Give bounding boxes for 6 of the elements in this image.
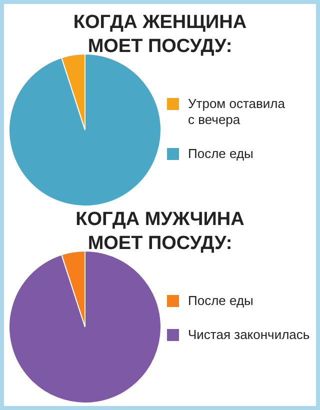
legend-label: После еды <box>188 293 254 308</box>
legend-label: Чистая закончилась <box>188 327 310 342</box>
legend-label: Утром оставила с вечера <box>188 96 286 127</box>
chart-title: КОГДА МУЖЧИНА МОЕТ ПОСУДУ: <box>76 209 245 254</box>
chart-title: КОГДА ЖЕНЩИНА МОЕТ ПОСУДУ: <box>73 12 247 57</box>
legend-label: После еды <box>188 146 254 161</box>
